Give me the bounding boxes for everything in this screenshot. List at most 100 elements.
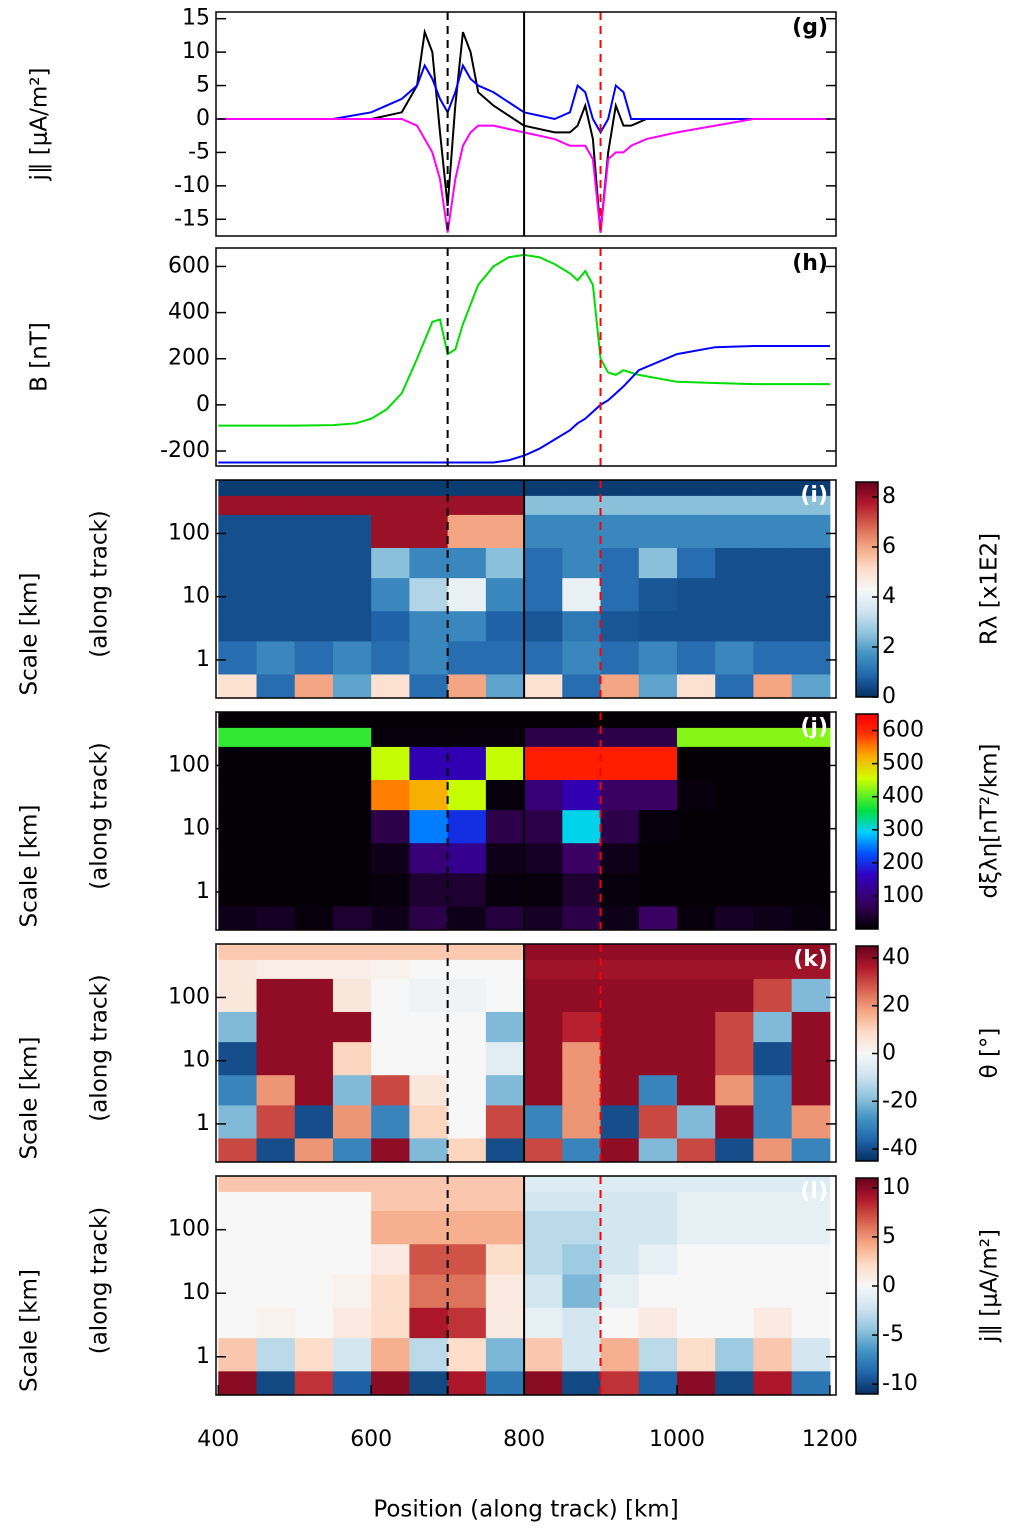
heatmap-cell: [562, 727, 602, 747]
heatmap-cell: [485, 1191, 525, 1212]
heatmap-cell: [256, 514, 296, 548]
heatmap-cell: [218, 1041, 258, 1076]
heatmap-cell: [562, 1210, 602, 1245]
heatmap-cell: [294, 727, 334, 747]
heatmap-cell: [638, 872, 678, 907]
heatmap-cell: [791, 610, 831, 642]
colorbar-tick-label: 300: [882, 817, 924, 842]
y-tick-label: 1: [196, 879, 210, 904]
heatmap-cell: [715, 1307, 754, 1339]
heatmap-cell: [447, 514, 487, 548]
heatmap-cell: [562, 514, 602, 548]
heatmap-cell: [409, 1137, 449, 1162]
heatmap-cell: [485, 746, 525, 780]
heatmap-cell: [256, 1041, 296, 1076]
heatmap-cell: [715, 610, 754, 642]
heatmap-cell: [409, 944, 449, 960]
heatmap-cell: [218, 746, 258, 780]
heatmap-cell: [447, 640, 487, 675]
heatmap-cell: [409, 809, 449, 844]
heatmap-cell: [409, 746, 449, 780]
heatmap-cell: [218, 1104, 258, 1139]
heatmap-cell: [753, 1041, 793, 1076]
heatmap-cell: [485, 872, 525, 907]
heatmap-cell: [524, 1104, 563, 1139]
heatmap-cell: [791, 712, 831, 728]
heatmap-cell: [676, 712, 716, 728]
heatmap-cell: [524, 905, 563, 930]
heatmap-cell: [753, 1307, 793, 1339]
heatmap-cell: [294, 1210, 334, 1245]
heatmap-cell: [600, 978, 640, 1012]
heatmap-cell: [485, 978, 525, 1012]
heatmap-cell: [371, 779, 410, 811]
heatmap-cell: [562, 809, 602, 844]
heatmap-cell: [294, 905, 334, 930]
heatmap-cell: [638, 944, 678, 960]
heatmap-cell: [294, 640, 334, 675]
heatmap-cell: [371, 547, 410, 579]
heatmap-cell: [332, 1041, 372, 1076]
heatmap-cell: [524, 872, 563, 907]
heatmap-cell: [753, 1337, 793, 1372]
heatmap-cell: [791, 1011, 831, 1043]
heatmap-cell: [371, 1274, 410, 1308]
heatmap-cell: [371, 1191, 410, 1212]
heatmap-cell: [447, 547, 487, 579]
heatmap-cell: [332, 577, 372, 612]
heatmap-cell: [600, 779, 640, 811]
heatmap-cell: [409, 547, 449, 579]
heatmap-cell: [371, 1337, 410, 1372]
y-axis-label: j∥ [μA/m²]: [27, 68, 53, 182]
heatmap-cell: [332, 727, 372, 747]
y-tick-label: 0: [196, 106, 210, 131]
heatmap-cell: [409, 779, 449, 811]
heatmap-cell: [485, 1137, 525, 1162]
heatmap-cell: [256, 746, 296, 780]
heatmap-cell: [256, 842, 296, 874]
colorbar-tick-label: -5: [882, 1322, 904, 1347]
heatmap-cell: [294, 809, 334, 844]
heatmap-cell: [371, 872, 410, 907]
heatmap-cell: [485, 944, 525, 960]
heatmap-cell: [791, 1176, 831, 1192]
heatmap-cell: [600, 809, 640, 844]
heatmap-cell: [715, 727, 754, 747]
heatmap-cell: [447, 1074, 487, 1106]
heatmap-cell: [524, 779, 563, 811]
heatmap-cell: [256, 1074, 296, 1106]
heatmap-cell: [332, 1137, 372, 1162]
heatmap-cell: [638, 547, 678, 579]
heatmap-cell: [294, 1337, 334, 1372]
heatmap-cell: [447, 905, 487, 930]
heatmap-cell: [218, 809, 258, 844]
heatmap-cell: [600, 746, 640, 780]
heatmap-cell: [638, 1041, 678, 1076]
heatmap-cell: [447, 1137, 487, 1162]
heatmap-cell: [447, 944, 487, 960]
heatmap-cell: [715, 1210, 754, 1245]
heatmap-cell: [676, 1370, 716, 1395]
heatmap-cell: [218, 842, 258, 874]
heatmap-cell: [371, 577, 410, 612]
heatmap-cell: [447, 1191, 487, 1212]
heatmap-cell: [218, 1011, 258, 1043]
heatmap-cell: [562, 1041, 602, 1076]
heatmap-cell: [638, 577, 678, 612]
colorbar-tick-label: 600: [882, 718, 924, 743]
heatmap-cell: [256, 480, 296, 496]
plot-frame: [215, 711, 837, 931]
colorbar-label: dξλη[nT²/km]: [977, 744, 1003, 899]
heatmap-cell: [447, 495, 487, 515]
heatmap-cell: [218, 959, 258, 979]
colorbar-tick-label: 40: [882, 945, 910, 970]
heatmap-cell: [218, 779, 258, 811]
heatmap-cell: [676, 1011, 716, 1043]
heatmap-cell: [638, 1176, 678, 1192]
heatmap-cell: [332, 640, 372, 675]
heatmap-cell: [676, 495, 716, 515]
heatmap-cell: [294, 1243, 334, 1275]
heatmap-cell: [294, 944, 334, 960]
heatmap-cell: [753, 1191, 793, 1212]
y-tick-label: -10: [174, 173, 210, 198]
